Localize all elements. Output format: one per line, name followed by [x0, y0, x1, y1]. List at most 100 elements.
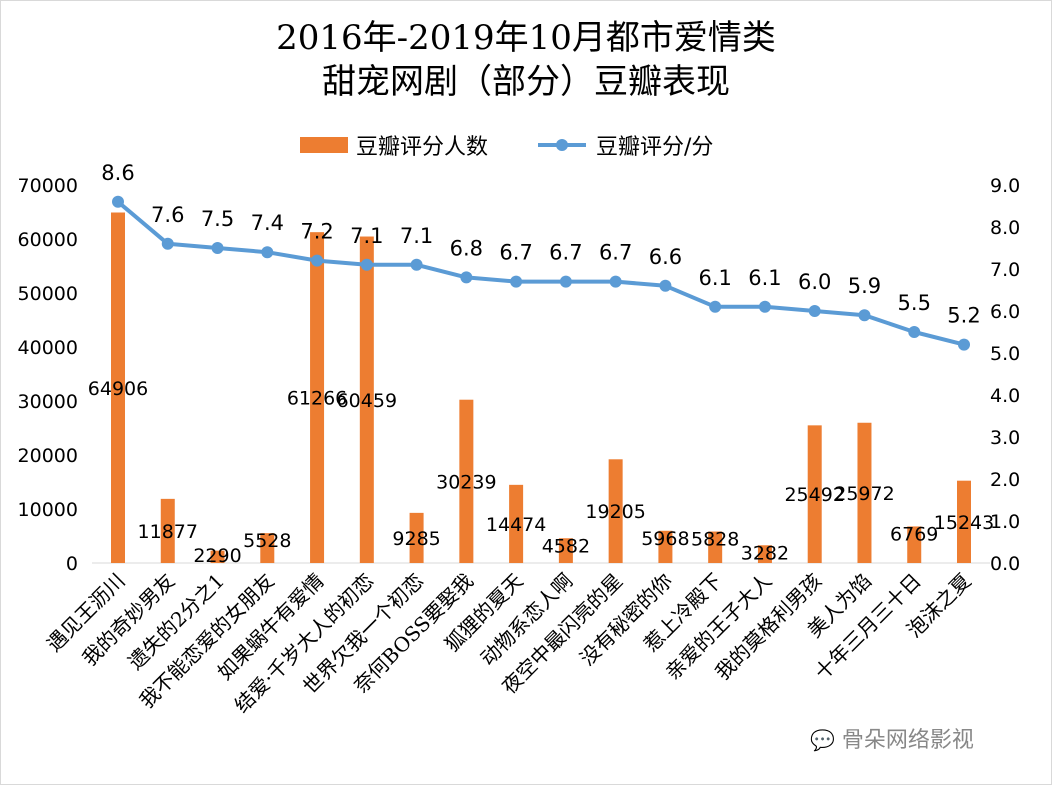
rating-value-label: 6.6 [649, 245, 682, 269]
bar-value-label: 3282 [741, 542, 789, 564]
y-left-tick-label: 50000 [18, 283, 78, 305]
bar-14 [757, 545, 772, 563]
y-left-tick-label: 30000 [18, 391, 78, 413]
bar-1 [111, 212, 125, 563]
rating-point-13 [709, 300, 722, 313]
legend-label-line: 豆瓣评分/分 [596, 135, 713, 160]
y-right-tick-label: 7.0 [990, 259, 1020, 281]
bar-4 [260, 533, 275, 563]
watermark-text: 骨朵网络影视 [841, 728, 974, 753]
bar-5 [310, 232, 325, 563]
rating-value-label: 7.4 [251, 211, 284, 235]
rating-value-label: 6.0 [798, 270, 831, 294]
rating-point-15 [808, 305, 821, 317]
rating-point-11 [609, 275, 622, 288]
rating-value-label: 6.7 [499, 241, 532, 265]
bar-12 [658, 530, 673, 563]
legend-swatch-marker [556, 139, 568, 151]
legend-swatch-bar [300, 137, 348, 153]
bar-value-label: 25972 [834, 483, 894, 505]
rating-line [116, 200, 965, 347]
y-left-tick-label: 70000 [18, 175, 78, 197]
rating-point-8 [460, 271, 473, 284]
bar-13 [708, 531, 723, 563]
bar-10 [558, 538, 573, 563]
y-left-tick-label: 20000 [18, 445, 78, 467]
rating-point-16 [858, 309, 871, 322]
y-right-tick-label: 4.0 [990, 385, 1020, 407]
bar-value-label: 6769 [890, 523, 938, 545]
rating-point-1 [112, 195, 124, 208]
y-left-tick-label: 40000 [18, 337, 78, 359]
y-right-tick-label: 5.0 [990, 343, 1020, 365]
bar-value-label: 25492 [784, 484, 844, 506]
rating-value-label: 7.2 [300, 220, 333, 244]
bar-value-label: 15243 [934, 512, 994, 534]
y-left-tick-label: 10000 [18, 499, 78, 521]
bar-value-label: 4582 [542, 535, 590, 557]
bar-value-label: 2290 [193, 545, 241, 567]
rating-value-label: 7.5 [201, 207, 234, 231]
y-right-tick-label: 9.0 [990, 175, 1020, 197]
bar-16 [857, 422, 872, 563]
rating-point-7 [410, 258, 423, 271]
rating-value-label: 6.1 [698, 266, 731, 290]
y-left-tick-label: 60000 [18, 229, 78, 251]
bar-value-label: 11877 [138, 521, 198, 543]
rating-point-12 [659, 279, 672, 292]
rating-value-label: 7.1 [350, 224, 383, 248]
rating-point-5 [311, 254, 324, 267]
y-right-tick-label: 6.0 [990, 301, 1020, 323]
bar-value-label: 5828 [691, 529, 739, 551]
bar-8 [459, 399, 474, 563]
bar-11 [608, 459, 623, 563]
rating-point-3 [211, 242, 224, 254]
wechat-icon: 💬 [810, 728, 835, 752]
bar-value-label: 9285 [392, 528, 440, 550]
y-right-tick-label: 1.0 [990, 511, 1020, 533]
y-right-tick-label: 0.0 [990, 553, 1020, 575]
rating-point-6 [360, 258, 373, 271]
rating-point-18 [958, 338, 970, 351]
chart-title-line1: 2016年-2019年10月都市爱情类 [276, 18, 776, 58]
bar-value-label: 30239 [436, 471, 496, 493]
rating-value-label: 6.7 [599, 241, 632, 265]
rating-value-label: 6.8 [450, 236, 483, 260]
bar-value-label: 64906 [88, 378, 148, 400]
bar-17 [907, 526, 922, 563]
bar-15 [807, 425, 822, 563]
rating-value-label: 7.6 [151, 203, 184, 227]
bar-18 [957, 480, 971, 563]
rating-point-9 [510, 275, 523, 288]
bar-2 [160, 498, 175, 563]
bar-6 [359, 236, 374, 563]
y-right-tick-label: 8.0 [990, 217, 1020, 239]
rating-point-17 [908, 326, 921, 338]
bar-value-label: 61266 [287, 388, 347, 410]
rating-point-4 [261, 246, 274, 259]
rating-value-label: 5.2 [947, 304, 980, 328]
rating-value-label: 6.7 [549, 241, 582, 265]
rating-point-14 [758, 300, 771, 313]
bar-7 [409, 512, 424, 563]
bar-value-label: 14474 [486, 514, 546, 536]
rating-value-label: 5.9 [848, 274, 881, 298]
watermark: 💬 骨朵网络影视 [810, 722, 974, 754]
rating-value-label: 7.1 [400, 224, 433, 248]
bar-9 [509, 484, 524, 563]
bar-value-label: 19205 [585, 501, 645, 523]
rating-value-label: 6.1 [748, 266, 781, 290]
chart-title-line2: 甜宠网剧（部分）豆瓣表现 [322, 62, 730, 102]
legend-label-bar: 豆瓣评分人数 [356, 135, 488, 160]
bar-value-label: 5528 [243, 530, 291, 552]
bar-3 [210, 550, 225, 563]
rating-point-10 [559, 275, 572, 288]
bar-value-label: 60459 [337, 390, 397, 412]
y-right-tick-label: 2.0 [990, 469, 1020, 491]
rating-value-label: 8.6 [101, 161, 134, 185]
y-left-tick-label: 0 [66, 553, 78, 575]
y-right-tick-label: 3.0 [990, 427, 1020, 449]
bar-value-label: 5968 [641, 528, 689, 550]
rating-point-2 [161, 237, 174, 250]
